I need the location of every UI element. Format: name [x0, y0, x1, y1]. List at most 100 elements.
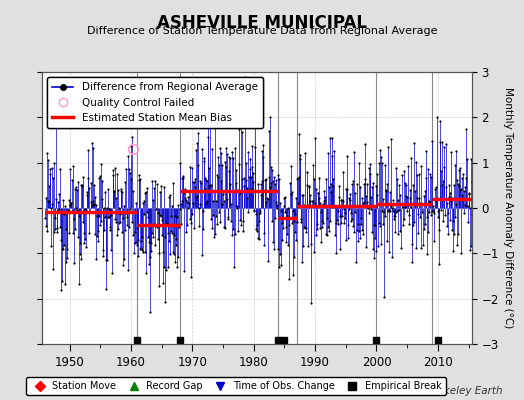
Point [461, 184, 470, 190]
Point [468, 211, 476, 217]
Point [457, 250, 465, 256]
Point [110, 189, 118, 195]
Point [129, 232, 138, 239]
Point [154, 236, 162, 242]
Point [379, 293, 388, 300]
Point [367, 194, 376, 200]
Point [160, 234, 169, 240]
Point [269, 178, 277, 185]
Point [283, 213, 291, 219]
Point [204, 183, 213, 189]
Point [247, 186, 255, 192]
Point [381, 188, 390, 194]
Point [193, 140, 201, 146]
Point [134, 253, 143, 260]
Point [411, 188, 419, 195]
Point [136, 245, 145, 252]
Point [241, 73, 249, 80]
Point [227, 149, 236, 155]
Point [307, 241, 315, 247]
Point [140, 198, 148, 204]
Point [228, 232, 236, 238]
Point [388, 204, 397, 211]
Point [144, 214, 152, 221]
Point [275, 176, 283, 182]
Point [103, 205, 112, 211]
Point [467, 156, 475, 162]
Point [223, 216, 232, 222]
Point [396, 192, 404, 198]
Point [130, 229, 139, 236]
Point [378, 160, 386, 166]
Point [289, 253, 298, 260]
Point [366, 171, 375, 177]
Point [422, 175, 430, 182]
Point [327, 189, 335, 195]
Point [120, 256, 128, 263]
Point [193, 192, 202, 199]
Point [123, 214, 132, 220]
Point [263, 176, 271, 182]
Point [318, 224, 326, 230]
Point [96, 222, 104, 228]
Point [157, 232, 166, 238]
Point [305, 183, 314, 189]
Point [66, 201, 74, 208]
Point [303, 182, 312, 188]
Point [128, 134, 136, 141]
Point [168, 230, 177, 236]
Point [291, 229, 299, 236]
Point [78, 183, 86, 190]
Point [314, 195, 323, 201]
Point [311, 200, 319, 206]
Point [399, 168, 408, 174]
Point [265, 114, 274, 120]
Point [392, 176, 401, 182]
Point [323, 232, 332, 238]
Point [253, 228, 261, 234]
Point [269, 174, 278, 180]
Point [439, 178, 447, 184]
Point [233, 205, 242, 211]
Point [97, 196, 106, 202]
Point [83, 188, 91, 195]
Point [174, 254, 182, 260]
Point [202, 178, 211, 184]
Point [225, 181, 234, 188]
Point [383, 181, 391, 187]
Point [199, 208, 207, 214]
Point [170, 232, 178, 238]
Point [345, 205, 354, 212]
Point [452, 200, 460, 207]
Point [223, 196, 231, 202]
Point [257, 192, 265, 198]
Point [362, 193, 370, 199]
Point [142, 189, 150, 195]
Point [454, 181, 463, 187]
Point [449, 218, 457, 224]
Point [370, 222, 378, 228]
Point [389, 197, 398, 204]
Point [453, 177, 461, 183]
Point [60, 242, 69, 248]
Point [95, 175, 103, 181]
Point [92, 256, 100, 262]
Point [299, 192, 307, 198]
Point [178, 198, 186, 204]
Point [416, 214, 424, 220]
Point [171, 258, 180, 265]
Point [135, 176, 144, 182]
Point [108, 270, 116, 277]
Point [418, 209, 427, 216]
Point [268, 218, 276, 224]
Point [141, 270, 150, 276]
Point [41, 194, 50, 201]
Text: Difference of Station Temperature Data from Regional Average: Difference of Station Temperature Data f… [87, 26, 437, 36]
Point [59, 246, 68, 252]
Point [180, 268, 188, 274]
Point [219, 191, 227, 198]
Point [60, 210, 68, 217]
Point [375, 223, 384, 229]
Point [393, 208, 401, 214]
Point [413, 195, 421, 201]
